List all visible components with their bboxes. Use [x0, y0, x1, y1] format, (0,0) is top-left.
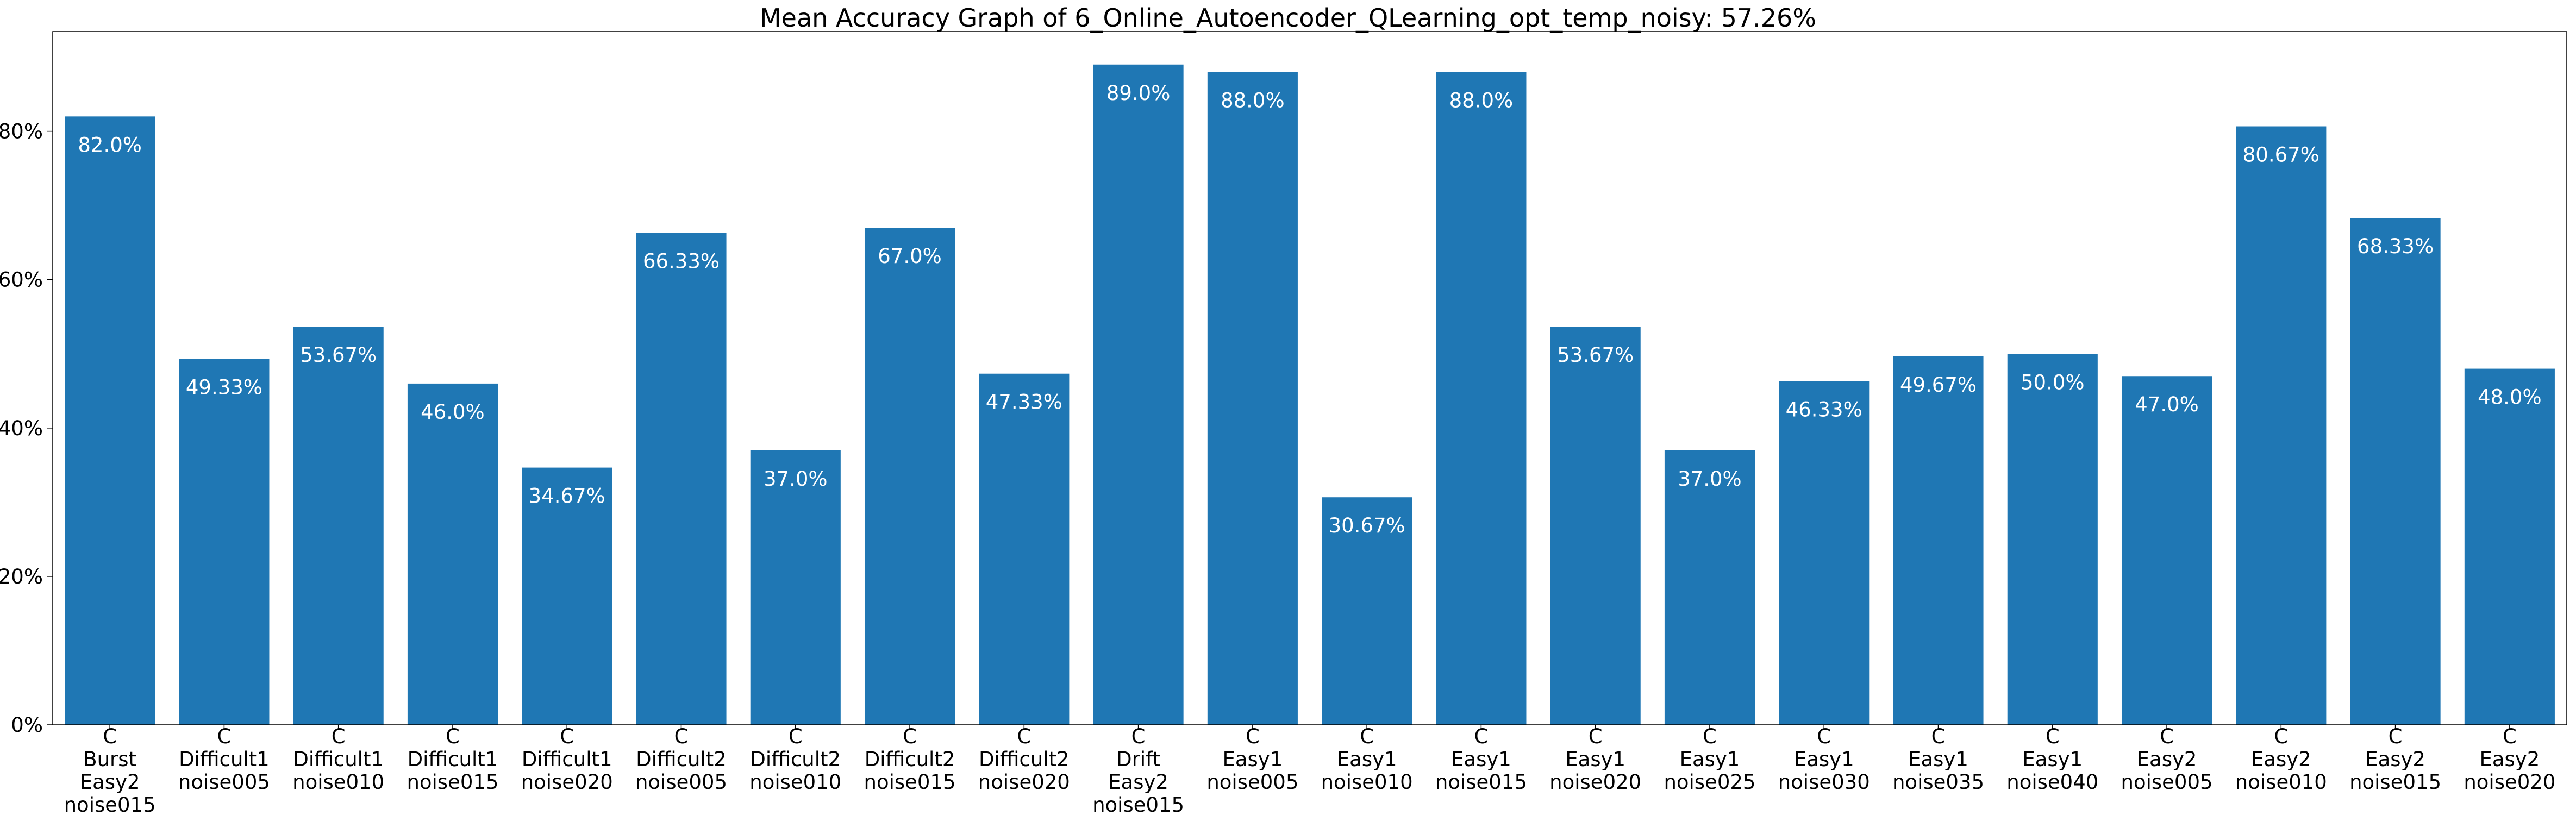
- bars-layer: [65, 64, 2555, 725]
- bar-value-label: 80.67%: [2243, 143, 2319, 167]
- y-tick-label: 40%: [0, 417, 43, 440]
- bar-value-label: 66.33%: [643, 249, 720, 273]
- bar-value-label: 47.33%: [986, 391, 1062, 414]
- bar-value-label: 88.0%: [1221, 89, 1285, 112]
- x-tick-label: C Difficult2 noise015: [864, 725, 956, 794]
- x-tick-label: C Burst Easy2 noise015: [64, 725, 156, 815]
- bar-value-label: 88.0%: [1449, 89, 1514, 112]
- x-tick-label: C Easy1 noise040: [2006, 725, 2098, 794]
- bar: [979, 373, 1070, 725]
- x-tick-label: C Easy2 noise005: [2121, 725, 2213, 794]
- bar-value-label: 46.33%: [1786, 398, 1862, 421]
- bar: [293, 327, 384, 725]
- y-tick-label: 60%: [0, 268, 43, 292]
- bar: [2350, 217, 2441, 725]
- bar-value-label: 53.67%: [1557, 343, 1634, 367]
- x-tick-label: C Easy1 noise010: [1321, 725, 1413, 794]
- bar-value-label: 34.67%: [529, 485, 605, 508]
- bar-value-label: 48.0%: [2478, 386, 2542, 409]
- y-axis: 0% 20% 40% 60% 80%: [0, 120, 53, 737]
- x-tick-label: C Difficult1 noise015: [407, 725, 498, 794]
- bar: [179, 359, 270, 725]
- x-tick-label: C Easy1 noise030: [1778, 725, 1870, 794]
- bar: [2236, 126, 2327, 725]
- y-tick-label: 0%: [11, 713, 43, 737]
- data-labels-layer: 82.0% 49.33% 53.67% 46.0% 34.67% 66.33% 37.0% 6…: [78, 82, 2541, 537]
- bar: [750, 450, 841, 725]
- x-tick-label: C Difficult1 noise005: [178, 725, 270, 794]
- bar: [864, 228, 955, 725]
- x-tick-label: C Difficult2 noise005: [635, 725, 727, 794]
- bar-value-label: 49.33%: [186, 375, 262, 399]
- x-tick-label: C Easy2 noise015: [2349, 725, 2441, 794]
- bar-value-label: 37.0%: [1678, 467, 1742, 491]
- bar: [407, 383, 498, 725]
- chart-title: Mean Accuracy Graph of 6_Online_Autoenco…: [759, 3, 1817, 33]
- x-axis: C Burst Easy2 noise015 C Difficult1 noise005 C D…: [64, 725, 2555, 815]
- y-tick-label: 20%: [0, 565, 43, 588]
- bar: [636, 233, 727, 725]
- x-tick-label: C Drift Easy2 noise015: [1092, 725, 1184, 815]
- x-tick-label: C Difficult1 noise020: [521, 725, 613, 794]
- bar-value-label: 46.0%: [421, 400, 485, 424]
- bar: [522, 467, 612, 725]
- bar-value-label: 68.33%: [2357, 235, 2434, 258]
- bar-value-label: 49.67%: [1900, 373, 1977, 397]
- x-tick-label: C Easy1 noise015: [1435, 725, 1527, 794]
- bar-value-label: 37.0%: [764, 467, 828, 491]
- bar: [1664, 450, 1755, 725]
- bar-value-label: 67.0%: [878, 244, 942, 268]
- bar: [1550, 327, 1641, 725]
- bar: [1779, 381, 1870, 725]
- bar: [2121, 376, 2212, 725]
- bar-value-label: 47.0%: [2135, 393, 2199, 416]
- bar-value-label: 30.67%: [1329, 514, 1405, 537]
- x-tick-label: C Difficult1 noise010: [292, 725, 384, 794]
- x-tick-label: C Easy2 noise010: [2235, 725, 2327, 794]
- plot-frame: [52, 31, 2567, 725]
- bar: [1893, 356, 1984, 725]
- bar-value-label: 50.0%: [2021, 371, 2085, 394]
- x-tick-label: C Easy1 noise035: [1892, 725, 1984, 794]
- bar: [1322, 497, 1412, 725]
- x-tick-label: C Easy1 noise025: [1664, 725, 1755, 794]
- bar-value-label: 89.0%: [1106, 82, 1171, 105]
- bar: [2007, 354, 2098, 725]
- x-tick-label: C Difficult2 noise010: [749, 725, 841, 794]
- bar-value-label: 53.67%: [300, 343, 377, 367]
- bar: [1093, 64, 1184, 725]
- bar: [2464, 368, 2555, 725]
- bar-value-label: 82.0%: [78, 133, 142, 156]
- bar: [1436, 72, 1527, 725]
- bar: [65, 116, 155, 725]
- x-tick-label: C Difficult2 noise020: [978, 725, 1070, 794]
- x-tick-label: C Easy1 noise020: [1549, 725, 1641, 794]
- bar: [1207, 72, 1298, 725]
- x-tick-label: C Easy2 noise020: [2464, 725, 2555, 794]
- x-tick-label: C Easy1 noise005: [1206, 725, 1298, 794]
- y-tick-label: 80%: [0, 120, 43, 143]
